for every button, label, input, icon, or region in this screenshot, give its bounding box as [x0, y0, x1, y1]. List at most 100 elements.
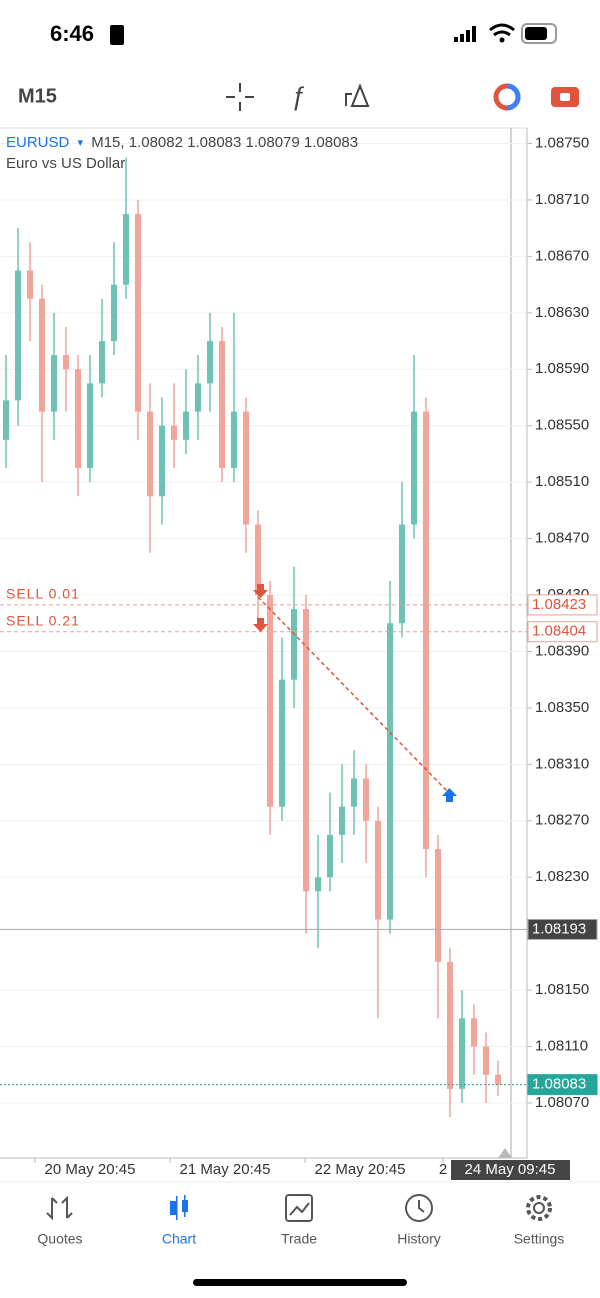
- candle-body: [495, 1074, 501, 1085]
- candle-body: [363, 778, 369, 821]
- signal-icon: [454, 26, 476, 42]
- candle-body: [207, 341, 213, 384]
- candle-body: [51, 355, 57, 412]
- tab-label[interactable]: Settings: [514, 1231, 565, 1247]
- current-time: 24 May 09:45: [465, 1161, 556, 1178]
- chart-icon: [170, 1195, 188, 1220]
- candle-body: [39, 298, 45, 412]
- timeframe-button[interactable]: M15: [18, 85, 57, 107]
- candle-body: [183, 411, 189, 440]
- x-tick-label: 20 May 20:45: [45, 1161, 136, 1178]
- y-tick-label: 1.08270: [535, 812, 589, 829]
- candle-body: [411, 411, 417, 525]
- candle-body: [255, 524, 261, 596]
- focus-icon: [110, 25, 124, 45]
- crosshair-tool[interactable]: [226, 83, 254, 111]
- trade-tab-icon: [285, 1194, 313, 1222]
- battery-level: [525, 27, 547, 40]
- x-tick-label: 22 May 20:45: [315, 1161, 406, 1178]
- candle-body: [423, 411, 429, 849]
- tab-label[interactable]: Chart: [162, 1231, 196, 1247]
- candle-body: [15, 270, 21, 401]
- time-axis-labels: 20 May 20:45 21 May 20:45 22 May 20:45 2: [34, 1158, 447, 1178]
- account-icon-half: [506, 83, 521, 111]
- candle-body: [303, 609, 309, 892]
- overlay: 1.08423 SELL 0.01 1.08404 SELL 0.21 1.08193 1…: [0, 586, 598, 1096]
- y-tick-label: 1.08470: [535, 530, 589, 547]
- candle-body: [75, 369, 81, 469]
- buy-arrow: [442, 788, 457, 802]
- symbol-menu[interactable]: ▾: [78, 137, 84, 149]
- home-indicator: [193, 1279, 407, 1286]
- candle-body: [3, 400, 9, 440]
- wifi-dot: [499, 37, 505, 43]
- tab-label[interactable]: Trade: [281, 1231, 317, 1247]
- candle-body: [111, 284, 117, 342]
- objects-tool[interactable]: [345, 83, 370, 107]
- history-hands: [418, 1200, 425, 1213]
- candle-body: [375, 820, 381, 920]
- candle-body: [27, 270, 33, 299]
- candle-body: [387, 623, 393, 920]
- tab-label[interactable]: History: [397, 1231, 441, 1247]
- y-tick-label: 1.08310: [535, 755, 589, 772]
- candle-body: [315, 877, 321, 892]
- wifi-icon: [489, 23, 515, 37]
- bid-box: [527, 1074, 598, 1096]
- x-tick-label: 21 May 20:45: [180, 1161, 271, 1178]
- candle-body: [231, 411, 237, 469]
- current-time-box: [451, 1160, 570, 1180]
- candle-body: [399, 524, 405, 624]
- y-tick-label: 1.08070: [535, 1094, 589, 1111]
- candle-body: [147, 411, 153, 497]
- battery: [521, 23, 557, 44]
- candle-body: [351, 778, 357, 807]
- candle-body: [447, 961, 453, 1089]
- candle-body: [483, 1046, 489, 1075]
- candle-body: [471, 1018, 477, 1047]
- settings-icon: [526, 1195, 552, 1221]
- history-icon: [405, 1194, 433, 1222]
- candle-body: [219, 341, 225, 469]
- order-label: 1.08404: [532, 623, 586, 640]
- candle-body: [279, 679, 285, 807]
- candle-body: [459, 1018, 465, 1089]
- tab-bar: Quotes Chart Trade History Settings: [37, 1231, 564, 1247]
- y-tick-label: 1.08750: [535, 134, 589, 151]
- y-tick-label: 1.08150: [535, 981, 589, 998]
- trade-icon-inner: [560, 93, 570, 101]
- crosshair-label: 1.08193: [532, 920, 586, 937]
- candle-body: [63, 355, 69, 370]
- candle-body: [171, 425, 177, 440]
- y-tick-label: 1.08350: [535, 699, 589, 716]
- candle-body: [159, 425, 165, 497]
- trade-link: [257, 596, 450, 794]
- order-box: [527, 594, 598, 616]
- order-label[interactable]: SELL 0.01: [6, 586, 80, 602]
- order-box: [527, 621, 598, 643]
- candle-body: [99, 341, 105, 384]
- candle-body: [339, 806, 345, 835]
- y-tick-label: 1.08550: [535, 417, 589, 434]
- order-label[interactable]: SELL 0.21: [6, 612, 80, 628]
- symbol[interactable]: EURUSD: [6, 134, 70, 151]
- candle-body: [435, 849, 441, 962]
- candle-body: [135, 214, 141, 412]
- shift-handle[interactable]: [498, 1148, 512, 1158]
- symbol-description: Euro vs US Dollar: [6, 155, 125, 172]
- y-tick-label: 1.08110: [535, 1038, 588, 1055]
- crosshair-box: [527, 918, 598, 940]
- clock: 6:46: [50, 21, 94, 46]
- chart-header: EURUSD ▾ M15, 1.08082 1.08083 1.08079 1.…: [6, 134, 358, 151]
- bid-label: 1.08083: [532, 1076, 586, 1093]
- y-tick-label: 1.08630: [535, 304, 589, 321]
- settings-hub: [533, 1202, 545, 1214]
- candle-body: [123, 214, 129, 285]
- tab-label[interactable]: Quotes: [37, 1231, 82, 1247]
- indicators-tool[interactable]: ƒ: [291, 81, 305, 111]
- y-tick-label: 1.08390: [535, 642, 589, 659]
- quotes-icon: [46, 1195, 73, 1221]
- candle-body: [87, 383, 93, 469]
